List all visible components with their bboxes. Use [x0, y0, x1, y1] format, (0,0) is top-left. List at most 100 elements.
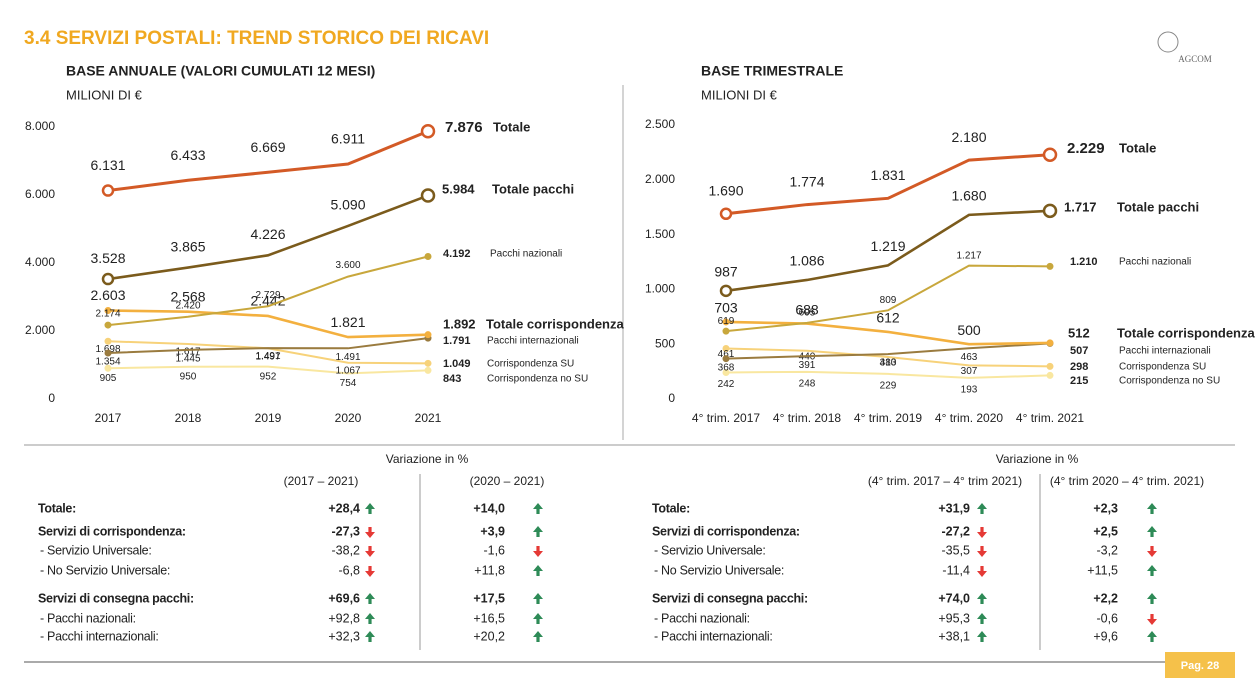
legend-label: Corrispondenza SU: [487, 359, 574, 370]
cell: -38,2: [332, 543, 361, 557]
value-label: 952: [260, 371, 277, 382]
column-header: (4° trim 2020 – 4° trim. 2021): [1050, 474, 1204, 488]
series-line: [107, 129, 429, 193]
trend-arrow: [1147, 546, 1157, 557]
trend-arrow: [977, 503, 987, 514]
value-label: 1.217: [956, 250, 981, 261]
value-label: 7.876: [445, 119, 483, 136]
value-label: 695: [799, 307, 816, 318]
cell: +2,5: [1093, 524, 1118, 538]
trend-arrow: [365, 613, 375, 624]
value-label: 2.180: [951, 129, 986, 145]
row-label: - Pacchi nazionali:: [40, 611, 136, 625]
legend-label: Pacchi nazionali: [490, 249, 562, 260]
legend-label: Totale pacchi: [1117, 199, 1199, 214]
cell: +31,9: [938, 501, 970, 515]
column-header: (4° trim. 2017 – 4° trim 2021): [868, 474, 1022, 488]
trend-arrow: [977, 546, 987, 557]
trend-arrow: [533, 593, 543, 604]
x-tick-label: 4° trim. 2021: [1016, 411, 1084, 425]
y-tick-label: 0: [48, 391, 55, 405]
value-label: 1.690: [708, 182, 743, 198]
value-label: 507: [1070, 345, 1088, 357]
marker: [722, 368, 730, 376]
logo-icon: [1157, 31, 1179, 53]
series-line: [107, 309, 429, 339]
row-label: - Pacchi internazionali:: [40, 629, 159, 643]
cell: +69,6: [328, 591, 360, 605]
value-label: 307: [961, 366, 978, 377]
cell: +74,0: [938, 591, 970, 605]
column-header: (2017 – 2021): [284, 474, 359, 488]
marker: [1042, 203, 1058, 219]
y-tick-label: 1.000: [645, 282, 675, 296]
chart-subtitle: MILIONI DI €: [66, 87, 143, 102]
x-tick-label: 4° trim. 2020: [935, 411, 1003, 425]
value-label: 1.892: [443, 316, 476, 331]
value-label: 6.911: [331, 131, 365, 147]
page-number: Pag. 28: [1181, 660, 1220, 672]
value-label: 512: [1068, 325, 1090, 340]
marker: [104, 364, 112, 372]
legend-label: Totale pacchi: [492, 181, 574, 196]
trend-arrow: [533, 631, 543, 642]
trend-arrow: [533, 565, 543, 576]
value-label: 368: [718, 362, 735, 373]
value-label: 1.354: [95, 357, 120, 368]
x-tick-label: 2018: [175, 411, 202, 425]
y-tick-label: 0: [668, 391, 675, 405]
series-line: [725, 320, 1051, 346]
trend-arrow: [977, 631, 987, 642]
value-label: 1.717: [1064, 199, 1097, 214]
series-line: [725, 264, 1051, 333]
series-line: [107, 194, 429, 281]
cell: +28,4: [328, 501, 360, 515]
value-label: 6.669: [250, 139, 285, 155]
marker: [722, 318, 730, 326]
marker: [420, 188, 436, 203]
trend-arrow: [365, 527, 375, 538]
trend-arrow: [977, 593, 987, 604]
row-label: - Servizio Universale:: [40, 543, 152, 557]
value-label: 2.442: [250, 293, 285, 309]
y-tick-label: 1.500: [645, 227, 675, 241]
y-tick-label: 2.500: [645, 117, 675, 131]
trend-arrow: [533, 503, 543, 514]
value-label: 2.603: [90, 287, 125, 303]
value-label: 1.791: [443, 335, 471, 347]
value-label: 703: [714, 300, 738, 316]
marker: [101, 272, 115, 286]
value-label: 1.219: [870, 238, 905, 254]
y-tick-label: 4.000: [25, 255, 55, 269]
trend-arrow: [365, 566, 375, 577]
cell: -0,6: [1096, 611, 1118, 625]
cell: +2,3: [1093, 501, 1118, 515]
marker: [1042, 147, 1058, 162]
value-label: 1.821: [330, 314, 365, 330]
value-label: 2.420: [175, 300, 200, 311]
value-label: 1.445: [175, 354, 200, 365]
legend-label: Pacchi internazionali: [487, 336, 579, 347]
trend-arrow: [365, 631, 375, 642]
trend-arrow: [533, 526, 543, 537]
series-line: [107, 337, 429, 354]
row-label: Totale:: [652, 501, 690, 515]
value-label: 1.086: [789, 253, 824, 269]
cell: +14,0: [473, 501, 505, 515]
table-title: Variazione in %: [386, 452, 469, 466]
value-label: 1.049: [443, 358, 471, 370]
legend-label: Corrispondenza no SU: [1119, 376, 1220, 387]
cell: -35,5: [942, 543, 971, 557]
marker: [722, 355, 730, 363]
value-label: 3.865: [170, 238, 205, 254]
value-label: 1.210: [1070, 256, 1098, 268]
value-label: 2.229: [1067, 140, 1105, 157]
row-label: - Pacchi nazionali:: [654, 611, 750, 625]
page-badge: [1165, 652, 1235, 678]
trend-arrow: [1147, 503, 1157, 514]
marker: [424, 331, 432, 339]
value-label: 1.617: [175, 347, 200, 358]
chart-title: BASE TRIMESTRALE: [701, 63, 843, 79]
value-label: 391: [799, 360, 816, 371]
value-label: 5.984: [442, 181, 475, 196]
